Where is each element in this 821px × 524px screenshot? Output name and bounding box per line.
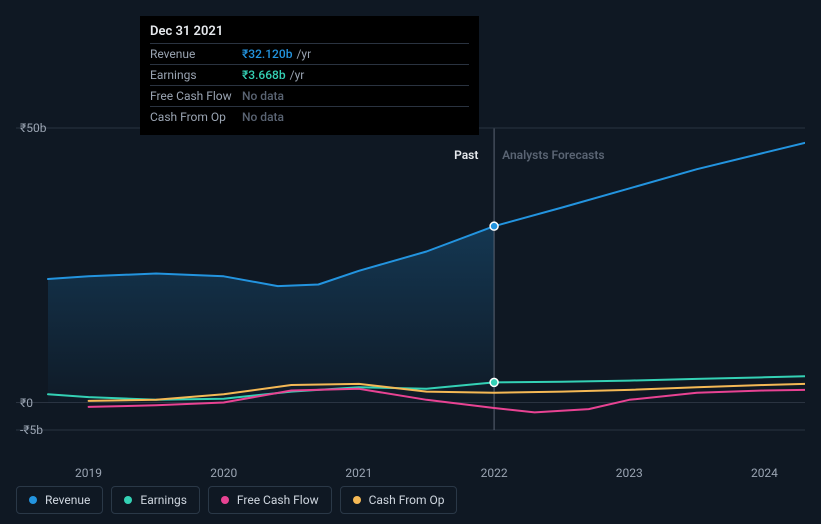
tooltip-row: Free Cash FlowNo data: [150, 85, 469, 106]
legend-dot-icon: [353, 496, 361, 504]
line-chart-svg: [16, 120, 805, 464]
legend-label: Cash From Op: [369, 493, 445, 507]
legend-dot-icon: [221, 496, 229, 504]
tooltip-metric-label: Cash From Op: [150, 110, 242, 124]
tooltip-metric-value: No data: [242, 110, 284, 124]
past-region-label: Past: [454, 148, 478, 162]
tooltip-metric-value: ₹32.120b: [242, 47, 292, 61]
x-axis-labels: 2019 2020 2021 2022 2023 2024: [16, 466, 805, 482]
chart-area[interactable]: ₹50b ₹0 -₹5b Past Analysts Forecasts: [16, 120, 805, 464]
legend-item-free-cash-flow[interactable]: Free Cash Flow: [208, 486, 332, 514]
y-axis-tick-label: ₹0: [20, 396, 33, 410]
y-axis-tick-label: ₹50b: [20, 121, 46, 135]
legend-label: Earnings: [140, 493, 187, 507]
legend-item-cash-from-op[interactable]: Cash From Op: [340, 486, 458, 514]
tooltip-metric-value: No data: [242, 89, 284, 103]
legend-label: Free Cash Flow: [237, 493, 319, 507]
x-axis-tick-label: 2020: [210, 466, 237, 480]
legend-dot-icon: [124, 496, 132, 504]
tooltip-row: Revenue₹32.120b/yr: [150, 43, 469, 64]
x-axis-tick-label: 2021: [345, 466, 372, 480]
tooltip-metric-value: ₹3.668b: [242, 68, 286, 82]
legend-dot-icon: [29, 496, 37, 504]
forecast-region-label: Analysts Forecasts: [502, 148, 604, 162]
x-axis-tick-label: 2019: [75, 466, 102, 480]
tooltip-row: Earnings₹3.668b/yr: [150, 64, 469, 85]
legend-item-revenue[interactable]: Revenue: [16, 486, 103, 514]
x-axis-tick-label: 2023: [616, 466, 643, 480]
x-axis-tick-label: 2022: [481, 466, 508, 480]
x-axis-tick-label: 2024: [751, 466, 778, 480]
y-axis-tick-label: -₹5b: [20, 423, 43, 437]
tooltip-date: Dec 31 2021: [150, 24, 469, 43]
tooltip-metric-label: Earnings: [150, 68, 242, 82]
tooltip-suffix: /yr: [296, 47, 311, 61]
tooltip-metric-label: Revenue: [150, 47, 242, 61]
chart-legend: Revenue Earnings Free Cash Flow Cash From O…: [16, 486, 457, 514]
tooltip-suffix: /yr: [290, 68, 305, 82]
legend-item-earnings[interactable]: Earnings: [111, 486, 200, 514]
tooltip-metric-label: Free Cash Flow: [150, 89, 242, 103]
tooltip-row: Cash From OpNo data: [150, 106, 469, 127]
legend-label: Revenue: [45, 493, 90, 507]
hover-tooltip: Dec 31 2021 Revenue₹32.120b/yrEarnings₹3…: [140, 16, 479, 135]
